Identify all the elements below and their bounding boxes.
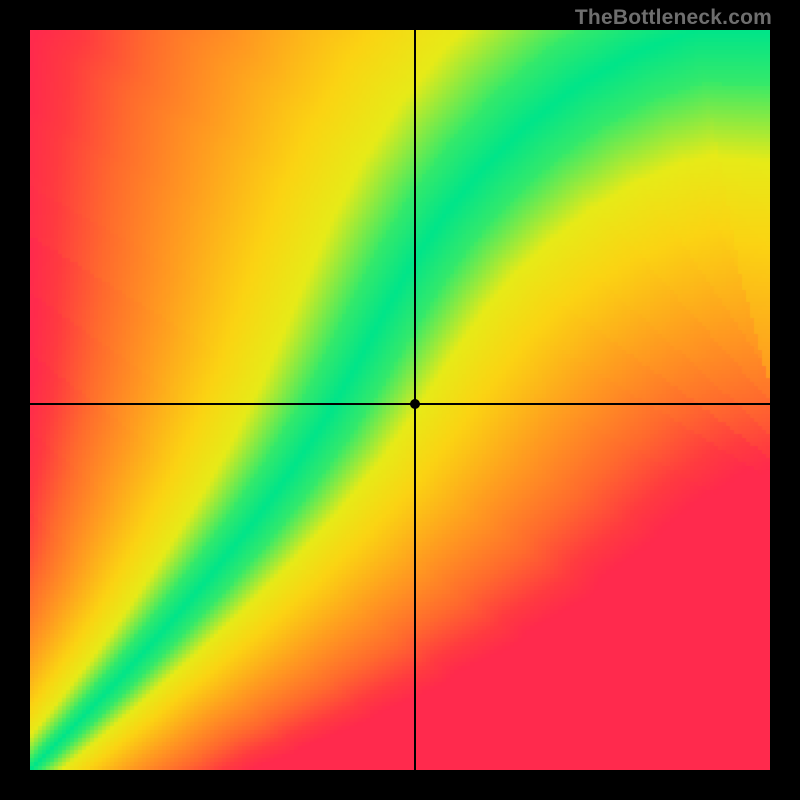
plot-area <box>30 30 770 770</box>
crosshair-horizontal <box>30 403 770 405</box>
watermark-text: TheBottleneck.com <box>575 6 772 30</box>
figure-root: { "watermark": { "text": "TheBottleneck.… <box>0 0 800 800</box>
heatmap-canvas <box>30 30 770 770</box>
